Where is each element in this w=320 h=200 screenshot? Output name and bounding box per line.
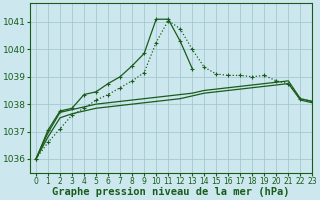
- X-axis label: Graphe pression niveau de la mer (hPa): Graphe pression niveau de la mer (hPa): [52, 187, 290, 197]
